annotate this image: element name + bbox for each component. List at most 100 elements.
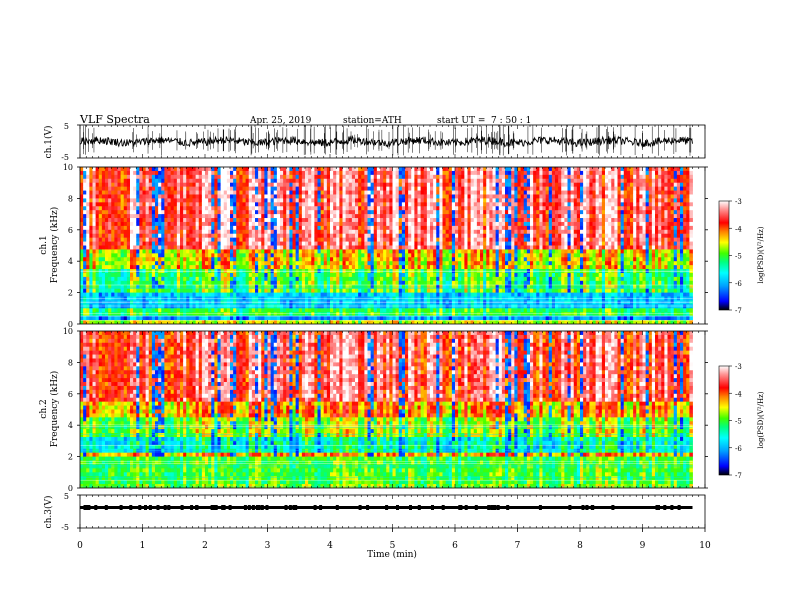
- spectrogram-cell: [220, 320, 225, 324]
- spectrogram-cell: [126, 276, 131, 282]
- spectrogram-cell: [448, 174, 453, 180]
- spectrogram-cell: [305, 300, 309, 305]
- spectrogram-cell: [414, 214, 418, 219]
- spectrogram-cell: [211, 229, 215, 235]
- spectrogram-cell: [298, 253, 303, 258]
- spectrogram-cell: [408, 261, 412, 266]
- spectrogram-cell: [155, 233, 159, 239]
- spectrogram-cell: [289, 288, 293, 294]
- spectrogram-cell: [158, 237, 162, 242]
- spectrogram-cell: [270, 206, 275, 211]
- spectrogram-cell: [451, 198, 456, 203]
- spectrogram-cell: [111, 229, 115, 235]
- spectrogram-cell: [114, 312, 118, 317]
- spectrogram-cell: [98, 288, 103, 294]
- spectrogram-cell: [361, 241, 365, 246]
- spectrogram-cell: [189, 288, 193, 294]
- spectrogram-cell: [401, 214, 406, 219]
- spectrogram-cell: [133, 210, 137, 215]
- spectrogram-cell: [276, 229, 281, 235]
- spectrogram-cell: [442, 241, 447, 246]
- spectrogram-cell: [445, 237, 450, 242]
- spectrogram-cell: [242, 178, 247, 184]
- spectrogram-cell: [83, 292, 87, 297]
- spectrogram-cell: [255, 198, 259, 203]
- spectrogram-cell: [305, 253, 309, 258]
- spectrogram-cell: [367, 261, 372, 266]
- spectrogram-cell: [136, 257, 140, 262]
- spectrogram-cell: [442, 190, 447, 195]
- spectrogram-cell: [245, 241, 250, 246]
- spectrogram-cell: [451, 308, 456, 313]
- spectrogram-cell: [95, 257, 100, 262]
- spectrogram-cell: [167, 210, 172, 215]
- spectrogram-cell: [286, 316, 290, 321]
- spectrogram-cell: [226, 182, 231, 188]
- spectrogram-cell: [130, 225, 134, 231]
- spectrogram-cell: [333, 174, 337, 180]
- spectrogram-cell: [223, 229, 228, 235]
- spectrogram-cell: [205, 174, 209, 180]
- spectrogram-cell: [336, 233, 340, 239]
- spectrogram-cell: [223, 276, 228, 282]
- spectrogram-cell: [273, 229, 278, 235]
- spectrogram-cell: [111, 265, 115, 270]
- spectrogram-cell: [411, 210, 415, 215]
- spectrogram-cell: [292, 288, 297, 294]
- spectrogram-cell: [101, 292, 106, 297]
- spectrogram-cell: [195, 214, 200, 219]
- spectrogram-cell: [314, 308, 318, 313]
- spectrogram-cell: [351, 300, 356, 305]
- spectrogram-cell: [133, 300, 137, 305]
- spectrogram-cell: [276, 194, 281, 199]
- spectrogram-cell: [323, 316, 328, 321]
- spectrogram-cell: [164, 229, 168, 235]
- spectrogram-cell: [161, 245, 165, 250]
- spectrogram-cell: [89, 280, 93, 286]
- spectrogram-cell: [367, 167, 372, 172]
- spectrogram-cell: [242, 167, 247, 172]
- spectrogram-cell: [167, 182, 172, 188]
- spectrogram-cell: [348, 265, 353, 270]
- spectrogram-cell: [323, 288, 328, 294]
- spectrogram-cell: [176, 308, 181, 313]
- spectrogram-cell: [364, 308, 368, 313]
- spectrogram-cell: [230, 190, 234, 195]
- spectrogram-cell: [292, 218, 297, 223]
- spectrogram-cell: [448, 296, 453, 301]
- spectrogram-cell: [426, 241, 431, 246]
- spectrogram-cell: [261, 174, 265, 180]
- spectrogram-cell: [133, 198, 137, 203]
- spectrogram-cell: [311, 272, 315, 278]
- spectrogram-cell: [308, 237, 312, 242]
- spectrogram-cell: [273, 206, 278, 211]
- spectrogram-cell: [120, 245, 125, 250]
- spectrogram-cell: [133, 245, 137, 250]
- spectrogram-cell: [426, 221, 431, 227]
- spectrogram-cell: [433, 186, 437, 191]
- spectrogram-cell: [417, 178, 422, 184]
- spectrogram-cell: [83, 300, 87, 305]
- spectrogram-cell: [267, 218, 272, 223]
- spectrogram-cell: [373, 304, 378, 309]
- spectrogram-cell: [320, 194, 325, 199]
- spectrogram-cell: [83, 261, 87, 266]
- spectrogram-cell: [348, 300, 353, 305]
- spectrogram-cell: [151, 182, 156, 188]
- spectrogram-cell: [176, 198, 181, 203]
- spectrogram-cell: [170, 225, 175, 231]
- spectrogram-cell: [176, 312, 181, 317]
- spectrogram-cell: [192, 221, 197, 227]
- spectrogram-cell: [183, 214, 187, 219]
- spectrogram-cell: [176, 233, 181, 239]
- spectrogram-cell: [320, 292, 325, 297]
- spectrogram-cell: [142, 292, 147, 297]
- spectrogram-cell: [239, 214, 243, 219]
- spectrogram-cell: [273, 276, 278, 282]
- spectrogram-cell: [211, 221, 215, 227]
- spectrogram-cell: [398, 292, 403, 297]
- spectrogram-cell: [326, 214, 331, 219]
- spectrogram-cell: [170, 186, 175, 191]
- spectrogram-cell: [283, 316, 287, 321]
- spectrogram-cell: [351, 316, 356, 321]
